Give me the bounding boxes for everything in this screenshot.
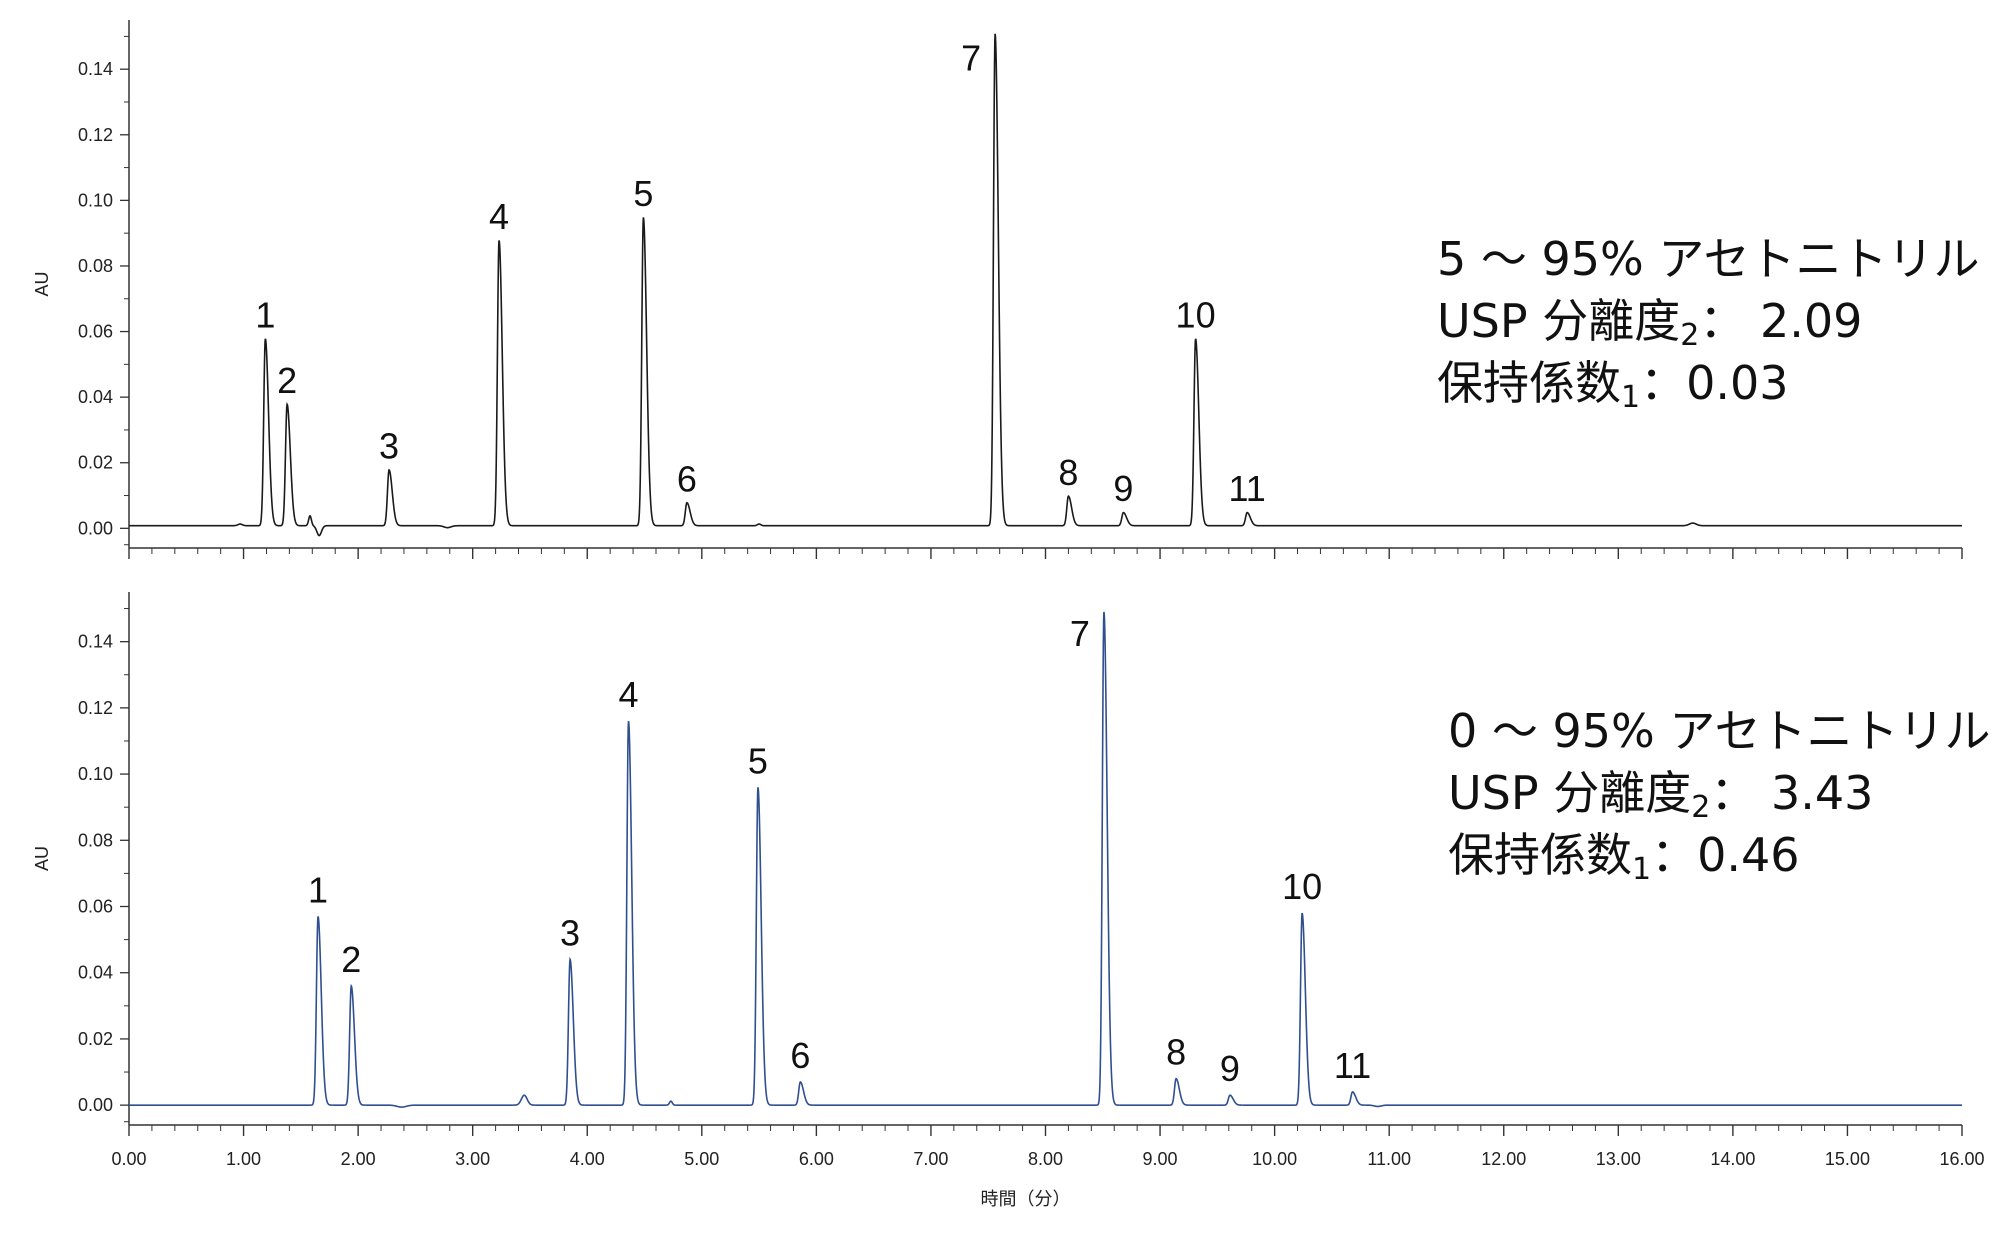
- bottom-x-tick-label: 8.00: [1028, 1149, 1063, 1169]
- top-chromatogram: 0.00 0.02 0.04 0.06 0.08 0.10 0.12 0.14 AU 12 3 4 5 6…: [32, 20, 1963, 559]
- bottom-x-tick-label: 0.00: [111, 1149, 146, 1169]
- top-peak-label: 1: [255, 294, 275, 335]
- top-y-tick-label: 0.14: [78, 59, 113, 79]
- bottom-x-axis-title: 時間（分）: [981, 1189, 1071, 1209]
- top-peak-label: 2: [277, 360, 297, 401]
- bottom-y-tick-label: 0.02: [78, 1029, 113, 1049]
- top-y-tick-label: 0.06: [78, 322, 113, 342]
- bottom-x-tick-label: 11.00: [1367, 1149, 1411, 1169]
- bottom-y-tick-label: 0.04: [78, 963, 113, 983]
- bottom-chromatogram: 0.00 0.02 0.04 0.06 0.08 0.10 0.12 0.14 AU 0.00 1.…: [32, 592, 1985, 1209]
- bottom-peak-label: 9: [1220, 1048, 1240, 1089]
- bottom-gradient-label: 0 ～ 95% アセトニトリル: [1448, 704, 1991, 758]
- bottom-x-tick-label: 4.00: [570, 1149, 605, 1169]
- bottom-x-tick-label: 2.00: [341, 1149, 376, 1169]
- bottom-x-tick-label: 9.00: [1143, 1149, 1178, 1169]
- bottom-x-tick-label: 13.00: [1596, 1149, 1641, 1169]
- bottom-chart-annotation: 0 ～ 95% アセトニトリル USP 分離度2： 3.43 保持係数1：0.4…: [1448, 700, 1990, 886]
- bottom-x-tick-label: 1.00: [226, 1149, 261, 1169]
- top-peak-label: 6: [677, 458, 697, 499]
- bottom-peak-label: 8: [1166, 1032, 1186, 1073]
- top-y-tick-label: 0.08: [78, 256, 113, 276]
- bottom-y-axis-title: AU: [32, 846, 52, 871]
- bottom-peak-label: 7: [1070, 613, 1090, 654]
- bottom-y-tick-label: 0.10: [78, 764, 113, 784]
- bottom-x-tick-label: 10.00: [1252, 1149, 1297, 1169]
- top-peak-label: 7: [961, 37, 981, 78]
- bottom-peak-label: 1: [308, 869, 328, 910]
- top-peak-label: 9: [1113, 468, 1133, 509]
- bottom-y-tick-label: 0.06: [78, 897, 113, 917]
- bottom-peak-label: 2: [341, 939, 361, 980]
- top-peak-label: 5: [633, 173, 653, 214]
- top-peak-label: 11: [1228, 468, 1265, 509]
- top-peak-label: 3: [379, 426, 399, 467]
- bottom-x-tick-label: 14.00: [1710, 1149, 1755, 1169]
- top-y-axis-title: AU: [32, 271, 52, 296]
- bottom-x-tick-label: 3.00: [455, 1149, 490, 1169]
- top-peak-label: 4: [489, 196, 509, 237]
- bottom-x-tick-label: 16.00: [1939, 1149, 1984, 1169]
- bottom-resolution-label: USP 分離度2： 3.43: [1448, 766, 1874, 825]
- bottom-y-tick-label: 0.00: [78, 1095, 113, 1115]
- bottom-retention-label: 保持係数1：0.46: [1448, 828, 1800, 887]
- bottom-x-tick-label: 12.00: [1481, 1149, 1526, 1169]
- bottom-trace-line: [129, 611, 1962, 1108]
- bottom-peak-label: 5: [748, 740, 768, 781]
- top-peak-label: 8: [1058, 452, 1078, 493]
- top-resolution-label: USP 分離度2： 2.09: [1437, 294, 1863, 353]
- bottom-x-tick-label: 7.00: [913, 1149, 948, 1169]
- bottom-peak-label: 3: [560, 912, 580, 953]
- top-y-tick-label: 0.04: [78, 387, 113, 407]
- bottom-y-tick-label: 0.08: [78, 830, 113, 850]
- bottom-x-tick-label: 5.00: [684, 1149, 719, 1169]
- bottom-y-tick-label: 0.14: [78, 632, 113, 652]
- top-y-tick-label: 0.10: [78, 190, 113, 210]
- top-y-tick-label: 0.02: [78, 453, 113, 473]
- top-y-tick-label: 0.00: [78, 518, 113, 538]
- top-retention-label: 保持係数1：0.03: [1437, 356, 1789, 415]
- top-gradient-label: 5 ～ 95% アセトニトリル: [1437, 232, 1980, 286]
- top-chart-annotation: 5 ～ 95% アセトニトリル USP 分離度2： 2.09 保持係数1：0.0…: [1437, 228, 1979, 414]
- bottom-x-tick-label: 6.00: [799, 1149, 834, 1169]
- bottom-peak-label: 11: [1334, 1045, 1371, 1086]
- bottom-x-tick-label: 15.00: [1825, 1149, 1870, 1169]
- bottom-peak-label: 10: [1282, 866, 1322, 907]
- bottom-y-tick-label: 0.12: [78, 698, 113, 718]
- bottom-peak-label: 4: [618, 674, 638, 715]
- bottom-peak-label: 6: [790, 1035, 810, 1076]
- top-peak-label: 10: [1176, 294, 1216, 335]
- top-trace-line: [129, 33, 1962, 537]
- top-y-tick-label: 0.12: [78, 125, 113, 145]
